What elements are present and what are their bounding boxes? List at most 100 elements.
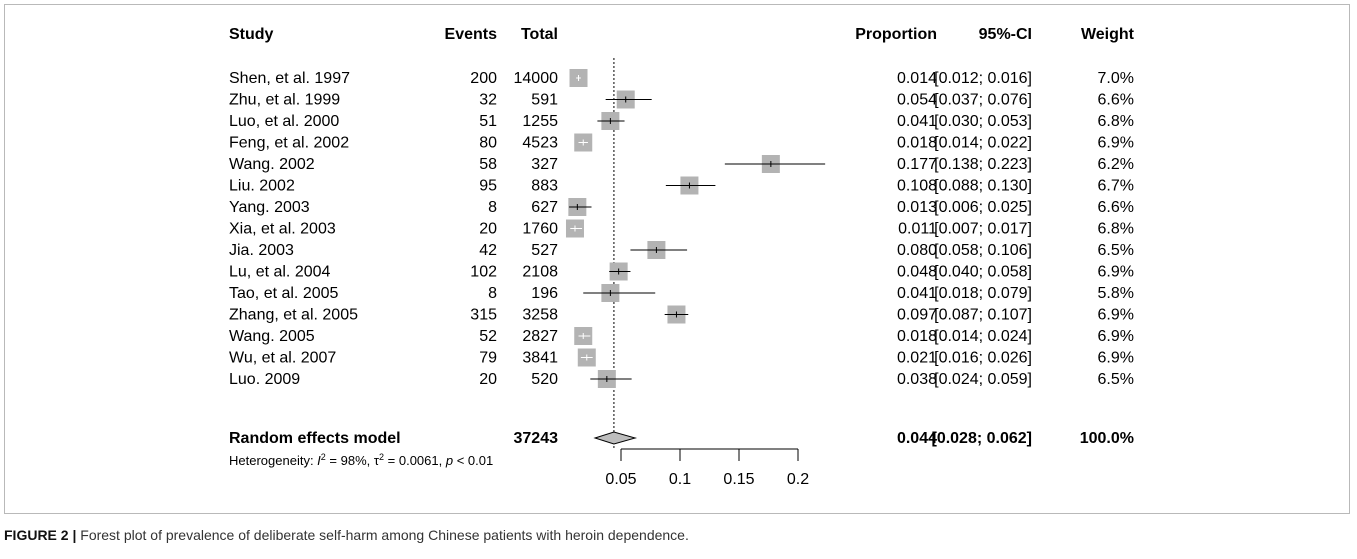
study-label: Feng, et al. 2002: [229, 135, 349, 152]
proportion-value: 0.054: [897, 92, 937, 109]
events-value: 58: [479, 156, 497, 173]
total-value: 591: [531, 92, 558, 109]
weight-value: 6.8%: [1098, 221, 1134, 238]
events-value: 95: [479, 178, 497, 195]
proportion-value: 0.038: [897, 371, 937, 388]
proportion-value: 0.097: [897, 307, 937, 324]
events-value: 102: [470, 264, 497, 281]
events-value: 200: [470, 70, 497, 87]
study-label: Tao, et al. 2005: [229, 285, 339, 302]
p-symbol: p: [445, 453, 453, 468]
study-label: Xia, et al. 2003: [229, 221, 336, 238]
events-value: 20: [479, 371, 497, 388]
header-proportion: Proportion: [855, 26, 937, 43]
forest-plot: Study Events Total Proportion 95%-CI Weight Sh…: [229, 26, 1135, 488]
events-value: 52: [479, 328, 497, 345]
ci-value: [0.037; 0.076]: [934, 92, 1032, 109]
study-label: Luo, et al. 2000: [229, 113, 339, 130]
ci-value: [0.014; 0.022]: [934, 135, 1032, 152]
weight-value: 7.0%: [1098, 70, 1134, 87]
ci-value: [0.030; 0.053]: [934, 113, 1032, 130]
study-label: Jia. 2003: [229, 242, 294, 259]
proportion-value: 0.080: [897, 242, 937, 259]
study-label: Wang. 2002: [229, 156, 315, 173]
events-value: 8: [488, 199, 497, 216]
ci-value: [0.058; 0.106]: [934, 242, 1032, 259]
study-label: Liu. 2002: [229, 178, 295, 195]
i2-value: = 98%,: [326, 453, 374, 468]
study-label: Luo. 2009: [229, 371, 300, 388]
summary-total: 37243: [514, 430, 559, 447]
events-value: 79: [479, 350, 497, 367]
study-label: Zhang, et al. 2005: [229, 307, 358, 324]
ci-value: [0.087; 0.107]: [934, 307, 1032, 324]
i2-symbol: I: [317, 453, 321, 468]
caption-label: FIGURE 2 |: [4, 527, 77, 543]
weight-value: 6.9%: [1098, 264, 1134, 281]
ci-value: [0.088; 0.130]: [934, 178, 1032, 195]
ci-value: [0.024; 0.059]: [934, 371, 1032, 388]
proportion-value: 0.041: [897, 113, 937, 130]
weight-value: 6.9%: [1098, 135, 1134, 152]
summary-ci: [0.028; 0.062]: [931, 430, 1032, 447]
study-label: Lu, et al. 2004: [229, 264, 331, 281]
header-study: Study: [229, 26, 274, 43]
p-value: < 0.01: [453, 453, 493, 468]
header-events: Events: [445, 26, 498, 43]
weight-value: 6.9%: [1098, 350, 1134, 367]
study-label: Wang. 2005: [229, 328, 315, 345]
heterogeneity-text: Heterogeneity: I2 = 98%, τ2 = 0.0061, p …: [229, 452, 493, 468]
events-value: 42: [479, 242, 497, 259]
total-value: 2108: [522, 264, 558, 281]
proportion-value: 0.018: [897, 328, 937, 345]
tau2-symbol: τ: [374, 453, 380, 468]
total-value: 3258: [522, 307, 558, 324]
events-value: 315: [470, 307, 497, 324]
events-value: 20: [479, 221, 497, 238]
summary-label: Random effects model: [229, 430, 401, 447]
weight-value: 6.5%: [1098, 371, 1134, 388]
total-value: 3841: [522, 350, 558, 367]
total-value: 196: [531, 285, 558, 302]
x-tick-label: 0.2: [787, 471, 809, 488]
summary-proportion: 0.044: [897, 430, 937, 447]
weight-value: 6.5%: [1098, 242, 1134, 259]
total-value: 1255: [522, 113, 558, 130]
total-value: 527: [531, 242, 558, 259]
events-value: 8: [488, 285, 497, 302]
proportion-value: 0.013: [897, 199, 937, 216]
proportion-value: 0.014: [897, 70, 937, 87]
weight-value: 6.6%: [1098, 199, 1134, 216]
study-label: Zhu, et al. 1999: [229, 92, 340, 109]
study-label: Yang. 2003: [229, 199, 310, 216]
x-tick-label: 0.1: [669, 471, 691, 488]
ci-value: [0.007; 0.017]: [934, 221, 1032, 238]
ci-value: [0.138; 0.223]: [934, 156, 1032, 173]
total-value: 1760: [522, 221, 558, 238]
header-total: Total: [521, 26, 558, 43]
tau2-value: = 0.0061,: [384, 453, 446, 468]
total-value: 327: [531, 156, 558, 173]
ci-value: [0.040; 0.058]: [934, 264, 1032, 281]
x-tick-label: 0.15: [723, 471, 754, 488]
ci-value: [0.012; 0.016]: [934, 70, 1032, 87]
total-value: 627: [531, 199, 558, 216]
events-value: 51: [479, 113, 497, 130]
proportion-value: 0.041: [897, 285, 937, 302]
proportion-value: 0.177: [897, 156, 937, 173]
proportion-value: 0.021: [897, 350, 937, 367]
x-tick-label: 0.05: [605, 471, 636, 488]
total-value: 14000: [514, 70, 559, 87]
total-value: 883: [531, 178, 558, 195]
total-value: 4523: [522, 135, 558, 152]
total-value: 2827: [522, 328, 558, 345]
i2-superscript: 2: [321, 452, 326, 462]
header-ci: 95%-CI: [979, 26, 1032, 43]
figure-caption: FIGURE 2 | Forest plot of prevalence of …: [4, 527, 689, 543]
figure-frame: [4, 4, 1350, 514]
weight-value: 6.2%: [1098, 156, 1134, 173]
weight-value: 5.8%: [1098, 285, 1134, 302]
summary-weight: 100.0%: [1080, 430, 1134, 447]
ci-value: [0.018; 0.079]: [934, 285, 1032, 302]
weight-value: 6.8%: [1098, 113, 1134, 130]
